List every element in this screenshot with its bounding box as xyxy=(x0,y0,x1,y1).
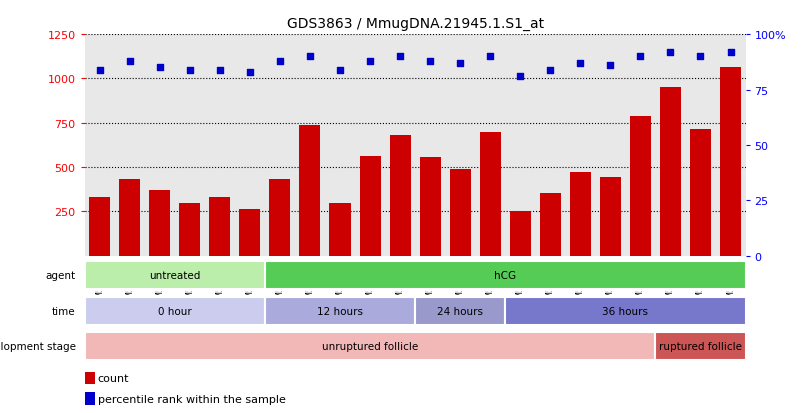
Point xyxy=(243,69,256,76)
Point xyxy=(93,67,106,74)
Point xyxy=(304,54,317,61)
Bar xyxy=(265,262,746,290)
Bar xyxy=(179,204,200,256)
Bar xyxy=(415,297,505,325)
Point xyxy=(604,63,617,69)
Text: unruptured follicle: unruptured follicle xyxy=(322,341,418,351)
Bar xyxy=(85,262,265,290)
Bar xyxy=(660,88,681,256)
Text: hCG: hCG xyxy=(494,271,517,281)
Point xyxy=(273,58,286,65)
Text: count: count xyxy=(98,373,129,383)
Point xyxy=(334,67,347,74)
Text: agent: agent xyxy=(45,271,76,281)
Bar xyxy=(300,125,321,256)
Point xyxy=(424,58,437,65)
Bar xyxy=(269,180,290,256)
Bar xyxy=(630,116,651,256)
Text: 12 hours: 12 hours xyxy=(317,306,363,316)
Point xyxy=(694,54,707,61)
Point xyxy=(484,54,496,61)
Bar xyxy=(85,372,95,384)
Bar xyxy=(119,180,140,256)
Point xyxy=(724,50,737,56)
Bar xyxy=(655,332,746,360)
Text: 36 hours: 36 hours xyxy=(602,306,648,316)
Text: ruptured follicle: ruptured follicle xyxy=(659,341,742,351)
Point xyxy=(634,54,647,61)
Bar xyxy=(210,198,231,256)
Point xyxy=(513,74,526,81)
Bar xyxy=(509,212,530,256)
Bar xyxy=(720,68,741,256)
Text: untreated: untreated xyxy=(149,271,201,281)
Point xyxy=(664,50,677,56)
Bar xyxy=(85,297,265,325)
Text: 0 hour: 0 hour xyxy=(158,306,192,316)
Bar xyxy=(85,392,95,405)
Point xyxy=(574,61,587,67)
Point xyxy=(454,61,467,67)
Bar xyxy=(359,157,380,256)
Point xyxy=(183,67,196,74)
Point xyxy=(364,58,376,65)
Bar xyxy=(265,297,415,325)
Bar xyxy=(89,198,110,256)
Bar xyxy=(690,130,711,256)
Bar xyxy=(389,136,410,256)
Bar xyxy=(570,173,591,256)
Bar xyxy=(540,193,561,256)
Bar xyxy=(239,209,260,256)
Point xyxy=(123,58,136,65)
Bar xyxy=(480,132,501,256)
Text: percentile rank within the sample: percentile rank within the sample xyxy=(98,394,285,404)
Point xyxy=(544,67,557,74)
Bar xyxy=(149,191,170,256)
Point xyxy=(153,65,166,71)
Bar xyxy=(330,203,351,256)
Bar xyxy=(450,169,471,256)
Bar xyxy=(420,158,441,256)
Text: time: time xyxy=(52,306,76,316)
Bar xyxy=(600,178,621,256)
Bar xyxy=(505,297,746,325)
Text: 24 hours: 24 hours xyxy=(437,306,483,316)
Bar xyxy=(85,332,655,360)
Point xyxy=(393,54,406,61)
Point xyxy=(214,67,226,74)
Text: development stage: development stage xyxy=(0,341,76,351)
Title: GDS3863 / MmugDNA.21945.1.S1_at: GDS3863 / MmugDNA.21945.1.S1_at xyxy=(286,17,544,31)
